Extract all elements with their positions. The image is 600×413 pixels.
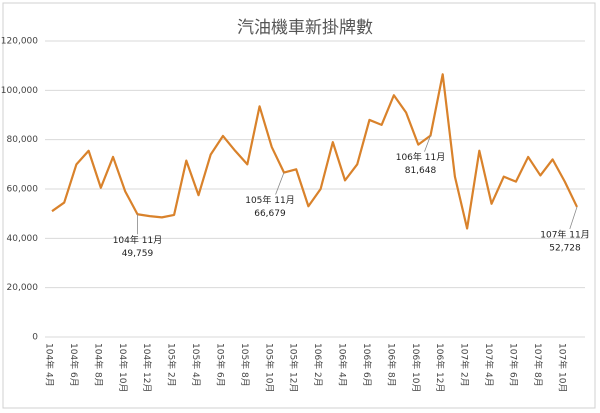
x-tick-label: 107年 6月 [507,343,519,387]
annotation-text: 105年 11月 [245,194,295,206]
x-tick-label: 105年 2月 [166,343,178,387]
x-tick-label: 106年 6月 [361,343,373,387]
x-tick-label: 107年 10月 [556,343,568,393]
x-tick-label: 106年 8月 [385,343,397,387]
x-tick-label: 104年 8月 [92,343,104,387]
x-tick-label: 104年 12月 [141,343,153,393]
x-tick-label: 107年 4月 [483,343,495,387]
x-tick-label: 105年 10月 [263,343,275,393]
annotation-value: 52,728 [549,243,581,253]
chart-title: 汽油機車新掛牌數 [237,18,373,38]
y-tick-label: 120,000 [1,37,38,47]
x-tick-label: 106年 4月 [337,343,349,387]
x-tick-label: 107年 2月 [459,343,471,387]
annotation-leader [275,172,285,195]
annotation-leader [569,206,578,230]
annotation-text: 107年 11月 [540,228,590,240]
x-tick-label: 105年 6月 [214,343,226,387]
y-tick-label: 20,000 [7,283,39,293]
annotation-value: 66,679 [254,209,286,219]
annotation-text: 106年 11月 [396,151,446,163]
x-tick-label: 106年 12月 [434,343,446,393]
y-tick-label: 40,000 [7,234,39,244]
x-tick-label: 104年 4月 [44,343,56,387]
x-tick-label: 104年 6月 [68,343,80,387]
annotation-value: 81,648 [405,166,437,176]
chart-frame [2,2,596,409]
y-tick-label: 100,000 [1,86,38,96]
series-line [51,73,578,230]
x-tick-label: 104年 10月 [117,343,129,393]
x-tick-label: 105年 8月 [239,343,251,387]
y-tick-label: 80,000 [7,135,39,145]
annotation-value: 49,759 [122,249,154,259]
x-tick-label: 107年 8月 [532,343,544,387]
y-tick-label: 60,000 [7,185,39,195]
x-tick-label: 106年 10月 [410,343,422,393]
x-tick-label: 106年 2月 [312,343,324,387]
x-tick-label: 105年 12月 [288,343,300,393]
annotation-text: 104年 11月 [113,234,163,246]
annotation-leader [424,135,431,152]
x-tick-label: 105年 4月 [190,343,202,387]
y-tick-label: 0 [32,333,38,343]
